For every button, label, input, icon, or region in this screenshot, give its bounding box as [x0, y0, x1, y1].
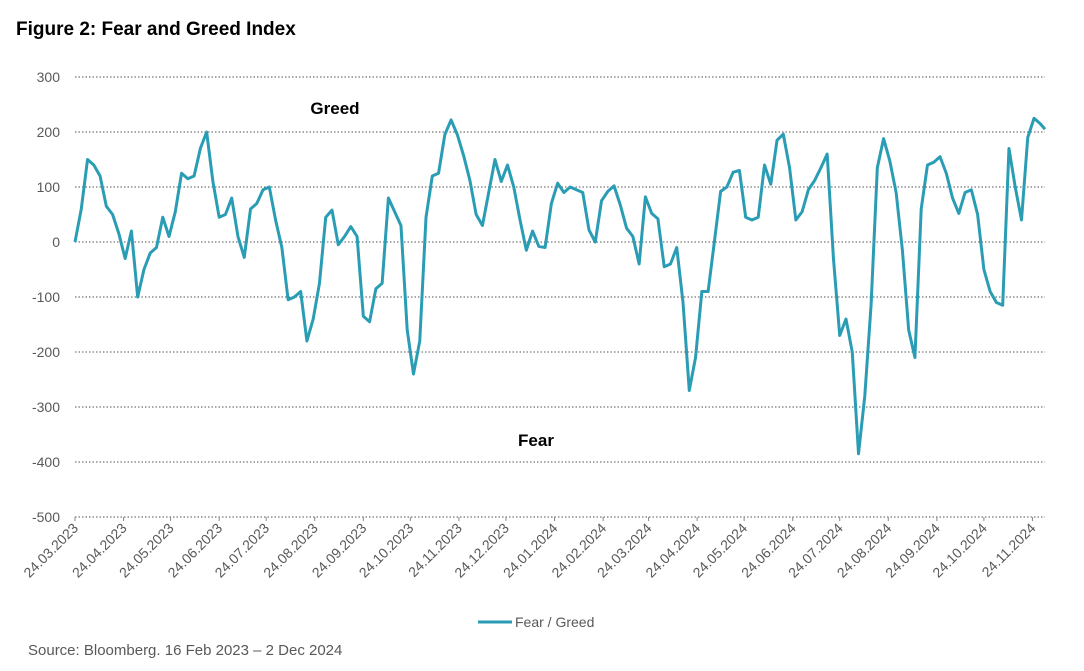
y-tick-label: -100: [32, 289, 60, 305]
y-tick-label: 0: [52, 234, 60, 250]
legend-label: Fear / Greed: [515, 614, 594, 630]
annotation: Fear: [518, 431, 554, 450]
y-tick-label: -500: [32, 509, 60, 525]
y-tick-label: 200: [37, 124, 61, 140]
annotation: Greed: [310, 99, 359, 118]
y-tick-label: -200: [32, 344, 60, 360]
y-tick-label: 100: [37, 179, 61, 195]
y-tick-label: -400: [32, 454, 60, 470]
y-tick-label: 300: [37, 69, 61, 85]
y-tick-label: -300: [32, 399, 60, 415]
data-line: [73, 116, 1047, 456]
source-note: Source: Bloomberg. 16 Feb 2023 – 2 Dec 2…: [28, 642, 342, 659]
chart-title: Figure 2: Fear and Greed Index: [16, 19, 296, 40]
